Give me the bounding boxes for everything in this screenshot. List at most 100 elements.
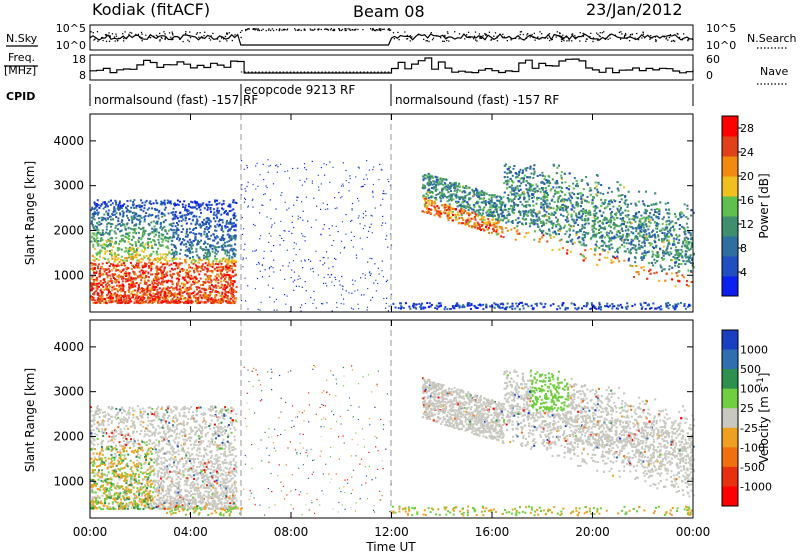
power-cell [171, 253, 173, 255]
freq-trace [90, 58, 693, 73]
power-cell [177, 283, 179, 285]
power-cell [173, 232, 175, 234]
power-cell [161, 302, 163, 304]
power-cell [133, 212, 135, 214]
power-cell [436, 205, 438, 207]
power-cell [244, 244, 245, 245]
power-cell [270, 165, 271, 166]
power-cell [159, 267, 161, 269]
power-cell [113, 211, 115, 213]
nsearch-point [531, 34, 532, 35]
power-cell [234, 301, 236, 303]
power-cell [232, 283, 234, 285]
power-cell [213, 286, 215, 288]
power-cell [115, 227, 117, 229]
power-cell [263, 258, 264, 259]
power-cell [228, 267, 230, 269]
nsearch-point [189, 31, 190, 32]
power-cell [434, 203, 436, 205]
power-cell [198, 291, 200, 293]
power-cell [363, 228, 364, 229]
power-cell [150, 222, 152, 224]
nsearch-point [643, 34, 644, 35]
power-cell [372, 192, 373, 193]
power-cell [260, 271, 261, 272]
nsearch-point [108, 32, 109, 33]
power-cell [190, 278, 192, 280]
power-cell [299, 249, 300, 250]
nsearch-point [562, 37, 563, 38]
power-cell [345, 234, 346, 235]
power-cell [177, 273, 179, 275]
power-cell [130, 300, 132, 302]
power-cell [367, 307, 368, 308]
power-cell [221, 225, 223, 227]
power-cell [185, 280, 187, 282]
power-cell [149, 238, 151, 240]
power-cell [137, 265, 139, 267]
power-cell [176, 227, 178, 229]
power-cell [110, 219, 112, 221]
power-cell [186, 231, 188, 233]
nsearch-point [495, 32, 496, 33]
power-cell [533, 239, 535, 241]
power-cell [229, 223, 231, 225]
power-cell [200, 235, 202, 237]
power-cell [125, 247, 127, 249]
power-cell [192, 244, 194, 246]
power-cell [108, 209, 110, 211]
nsearch-point [109, 35, 110, 36]
power-cell [140, 279, 142, 281]
power-cell [303, 211, 304, 212]
nsearch-point [583, 36, 584, 37]
power-cell [106, 223, 108, 225]
power-cell [336, 207, 337, 208]
power-cell [230, 283, 232, 285]
power-cell [230, 223, 232, 225]
power-cell [136, 260, 138, 262]
power-cell [294, 272, 295, 273]
power-cell [216, 246, 218, 248]
power-cell [200, 205, 202, 207]
power-cell [145, 215, 147, 217]
nsearch-point [90, 31, 91, 32]
power-cell [205, 256, 207, 258]
power-cell [132, 201, 134, 203]
power-cell [299, 286, 300, 287]
power-cell [162, 239, 164, 241]
power-cell [93, 280, 95, 282]
power-cell [371, 273, 372, 274]
power-cell [220, 214, 222, 216]
power-cell [177, 217, 179, 219]
power-cell [305, 303, 306, 304]
power-cell [150, 262, 152, 264]
power-cell [228, 236, 230, 238]
power-cell [128, 295, 130, 297]
power-cell [182, 270, 184, 272]
power-cell [287, 250, 288, 251]
power-cell [190, 231, 192, 233]
power-cell [385, 193, 386, 194]
nsearch-point [270, 30, 271, 31]
power-cell [280, 195, 281, 196]
power-cell [104, 218, 106, 220]
power-cell [224, 225, 226, 227]
power-cell [357, 304, 358, 305]
power-cell [528, 198, 530, 200]
power-cell [155, 209, 157, 211]
power-cell [193, 240, 195, 242]
power-cell [100, 223, 102, 225]
power-cell [139, 302, 141, 304]
power-cell [302, 267, 303, 268]
power-cell [360, 277, 361, 278]
power-cell [102, 274, 104, 276]
power-cell [248, 205, 249, 206]
power-cell [269, 276, 270, 277]
power-cell [321, 303, 322, 304]
power-cell [335, 279, 336, 280]
power-cell [153, 202, 155, 204]
power-cell [178, 293, 180, 295]
power-cell [173, 234, 175, 236]
power-cell [162, 253, 164, 255]
power-cell [221, 301, 223, 303]
